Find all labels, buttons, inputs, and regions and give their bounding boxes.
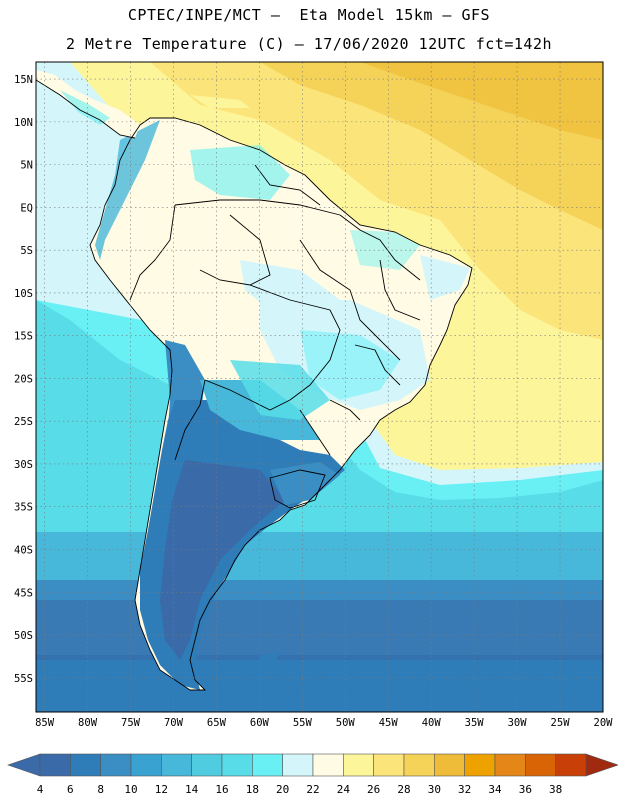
colorbar-label: 4 [37,783,44,796]
colorbar-label: 36 [519,783,532,796]
colorbar-swatch [464,753,496,777]
latitude-label: 55S [14,673,33,685]
country-borders [36,79,473,691]
colorbar-label: 12 [155,783,168,796]
latitude-label: 15N [14,74,33,86]
latitude-label: 30S [14,459,33,471]
colorbar-max-arrow [585,753,618,777]
longitude-label: 75W [121,717,141,729]
latitude-labels: 15N 10N 5N EQ 5S 10S 15S 20S 25S 30S 35S 40S 45S 50S 5… [14,74,33,685]
colorbar-swatch [100,753,132,777]
latitude-label: 5N [20,160,33,172]
colorbar-swatch [70,753,101,777]
latitude-label: 10S [14,288,33,300]
colorbar-label: 24 [337,783,351,796]
colorbar-label: 18 [246,783,259,796]
latitude-label: 50S [14,630,33,642]
colorbar-label: 38 [549,783,562,796]
longitude-label: 70W [164,717,184,729]
latitude-label: 40S [14,545,33,557]
colorbar-swatch [403,753,435,777]
longitude-label: 25W [551,717,571,729]
colorbar-label: 14 [185,783,199,796]
colorbar-swatch [252,753,283,777]
colorbar-label: 26 [367,783,380,796]
colorbar-label: 10 [124,783,137,796]
longitude-labels: 85W 80W 75W 70W 65W 60W 55W 50W 45W 40W 35W 30W 25W 2… [35,717,613,729]
map-title-line-1: CPTEC/INPE/MCT – Eta Model 15km – GFS [127,6,491,24]
colorbar-swatch [312,753,344,777]
colorbar-label: 30 [428,783,441,796]
latitude-label: 5S [20,245,33,257]
colorbar-swatch [221,753,253,777]
longitude-label: 60W [250,717,270,729]
colorbar-label: 20 [276,783,289,796]
colorbar-label: 6 [67,783,74,796]
colorbar-label: 32 [458,783,471,796]
latitude-label: 10N [14,117,33,129]
longitude-label: 85W [35,717,55,729]
longitude-label: 20W [594,717,614,729]
longitude-label: 80W [78,717,98,729]
colorbar-swatch [373,753,405,777]
colorbar-label: 34 [488,783,502,796]
colorbar-swatch [39,753,71,777]
longitude-label: 35W [465,717,485,729]
colorbar-swatch [282,753,314,777]
map-frame [35,61,604,713]
longitude-label: 40W [422,717,442,729]
colorbar-label: 28 [397,783,410,796]
colorbar-label: 8 [97,783,104,796]
colorbar-swatch [525,753,556,777]
latitude-label: 25S [14,416,33,428]
map-gridlines [36,62,603,712]
latitude-label: 20S [14,373,33,385]
colorbar: 4 6 8 10 12 14 16 18 20 22 24 26 28 30 32 34 36 38 [7,753,618,796]
colorbar-swatch [494,753,526,777]
longitude-label: 30W [508,717,528,729]
longitude-label: 45W [379,717,399,729]
map-title-line-2: 2 Metre Temperature (C) – 17/06/2020 12U… [65,35,553,53]
latitude-label: 35S [14,502,33,514]
colorbar-swatch [191,753,223,777]
colorbar-min-arrow [7,753,41,777]
latitude-label: 15S [14,331,33,343]
colorbar-label: 22 [306,783,319,796]
colorbar-swatch [555,753,587,777]
colorbar-swatch [434,753,465,777]
longitude-label: 55W [293,717,313,729]
latitude-label: EQ [20,202,33,214]
latitude-label: 45S [14,587,33,599]
temperature-field [36,62,603,712]
longitude-label: 65W [207,717,227,729]
longitude-label: 50W [336,717,356,729]
colorbar-label: 16 [215,783,228,796]
colorbar-swatch [161,753,192,777]
colorbar-swatch [130,753,162,777]
colorbar-swatch [343,753,374,777]
